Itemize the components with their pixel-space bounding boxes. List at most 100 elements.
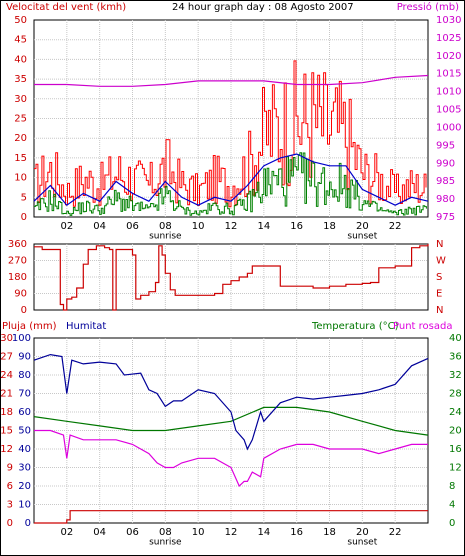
wind-y-tick-label: 0 xyxy=(21,212,27,223)
rain-y-tick-label: 15 xyxy=(0,426,13,437)
direction-compass-label: W xyxy=(436,256,446,267)
wind-y-tick-label: 5 xyxy=(21,192,27,203)
climate-sunset-label: sunset xyxy=(347,538,377,548)
temperature-y-tick-label: 24 xyxy=(449,407,462,418)
wind-x-tick-label: 20 xyxy=(356,221,369,232)
pressure-y-tick-label: 985 xyxy=(436,176,455,187)
temperature-axis-title: Temperatura (°C) xyxy=(311,321,399,332)
rain-y-tick-label: 27 xyxy=(0,352,13,363)
wind-average-series xyxy=(33,153,429,207)
climate-x-tick-label: 10 xyxy=(192,527,205,538)
wind-x-tick-label: 16 xyxy=(290,221,303,232)
wind-y-tick-label: 15 xyxy=(14,153,27,164)
climate-x-tick-label: 02 xyxy=(60,527,73,538)
wind-direction-series xyxy=(34,244,429,311)
rain-y-tick-label: 30 xyxy=(0,333,13,344)
humidity-y-tick-label: 0 xyxy=(25,518,31,529)
pressure-y-tick-label: 1015 xyxy=(436,69,461,80)
rain-series xyxy=(34,510,428,524)
pressure-axis-title: Pressió (mb) xyxy=(397,1,459,13)
temperature-series xyxy=(33,406,429,436)
pressure-y-tick-label: 1000 xyxy=(436,122,461,133)
temperature-y-tick-label: 40 xyxy=(449,333,462,344)
wind-speed-series xyxy=(34,152,427,216)
climate-x-tick-label: 04 xyxy=(93,527,106,538)
temperature-y-tick-label: 36 xyxy=(449,352,462,363)
graph-title: 24 hour graph day : 08 Agosto 2007 xyxy=(172,2,354,13)
rain-y-tick-label: 18 xyxy=(0,407,13,418)
climate-x-tick-label: 12 xyxy=(225,527,238,538)
direction-compass-label: N xyxy=(436,305,443,316)
rain-y-tick-label: 12 xyxy=(0,444,13,455)
rain-y-tick-label: 21 xyxy=(0,389,13,400)
wind-x-tick-label: 06 xyxy=(126,221,139,232)
rain-axis-title: Pluja (mm) xyxy=(2,321,57,332)
wind-y-tick-label: 45 xyxy=(14,35,27,46)
climate-x-tick-label: 22 xyxy=(389,527,402,538)
humidity-axis-title: Humitat xyxy=(66,321,106,332)
dewpoint-series xyxy=(34,429,428,488)
pressure-y-tick-label: 1005 xyxy=(436,105,461,116)
climate-x-tick-label: 06 xyxy=(126,527,139,538)
direction-compass-label: E xyxy=(436,289,442,300)
direction-y-tick-label: 90 xyxy=(14,289,27,300)
humidity-y-tick-label: 70 xyxy=(18,389,31,400)
wind-axis-title: Velocitat del vent (kmh) xyxy=(6,2,126,13)
wind-y-tick-label: 20 xyxy=(14,133,27,144)
pressure-y-tick-label: 1010 xyxy=(436,87,461,98)
wind-gust-series xyxy=(34,60,427,208)
wind-y-tick-label: 25 xyxy=(14,114,27,125)
direction-y-tick-label: 180 xyxy=(8,272,27,283)
climate-x-tick-label: 20 xyxy=(356,527,369,538)
wind-y-tick-label: 10 xyxy=(14,173,27,184)
wind-x-tick-label: 02 xyxy=(60,221,73,232)
humidity-y-tick-label: 50 xyxy=(18,426,31,437)
temperature-y-tick-label: 32 xyxy=(449,370,462,381)
humidity-y-tick-label: 100 xyxy=(12,333,31,344)
wind-y-tick-label: 30 xyxy=(14,94,27,105)
humidity-series xyxy=(33,353,429,451)
wind-y-tick-label: 40 xyxy=(14,54,27,65)
climate-x-tick-label: 18 xyxy=(323,527,336,538)
dewpoint-axis-title: Punt rosada xyxy=(393,321,452,332)
pressure-y-tick-label: 995 xyxy=(436,140,455,151)
humidity-y-tick-label: 30 xyxy=(18,463,31,474)
wind-x-tick-label: 12 xyxy=(225,221,238,232)
rain-y-tick-label: 6 xyxy=(7,481,13,492)
wind-y-tick-label: 35 xyxy=(14,74,27,85)
wind-x-tick-label: 18 xyxy=(323,221,336,232)
climate-sunrise-label: sunrise xyxy=(149,538,182,548)
rain-y-tick-label: 9 xyxy=(7,463,13,474)
pressure-series xyxy=(34,74,429,87)
wind-sunrise-label: sunrise xyxy=(149,232,182,242)
humidity-y-tick-label: 90 xyxy=(18,352,31,363)
humidity-y-tick-label: 40 xyxy=(18,444,31,455)
temperature-y-tick-label: 8 xyxy=(449,481,455,492)
temperature-y-tick-label: 12 xyxy=(449,463,462,474)
climate-x-tick-label: 08 xyxy=(159,527,172,538)
temperature-y-tick-label: 16 xyxy=(449,444,462,455)
direction-y-tick-label: 0 xyxy=(21,305,27,316)
humidity-y-tick-label: 60 xyxy=(18,407,31,418)
humidity-y-tick-label: 10 xyxy=(18,500,31,511)
temperature-y-tick-label: 4 xyxy=(449,500,455,511)
pressure-y-tick-label: 980 xyxy=(436,194,455,205)
humidity-y-tick-label: 80 xyxy=(18,370,31,381)
wind-x-tick-label: 04 xyxy=(93,221,106,232)
direction-compass-label: N xyxy=(436,239,443,250)
wind-y-tick-label: 50 xyxy=(14,15,27,26)
rain-y-tick-label: 0 xyxy=(7,518,13,529)
direction-y-tick-label: 270 xyxy=(8,256,27,267)
pressure-y-tick-label: 975 xyxy=(436,212,455,223)
humidity-y-tick-label: 20 xyxy=(18,481,31,492)
rain-y-tick-label: 24 xyxy=(0,370,13,381)
wind-x-tick-label: 22 xyxy=(389,221,402,232)
direction-compass-label: S xyxy=(436,272,442,283)
wind-x-tick-label: 10 xyxy=(192,221,205,232)
pressure-y-tick-label: 990 xyxy=(436,158,455,169)
wind-x-tick-label: 08 xyxy=(159,221,172,232)
temperature-y-tick-label: 20 xyxy=(449,426,462,437)
temperature-y-tick-label: 28 xyxy=(449,389,462,400)
